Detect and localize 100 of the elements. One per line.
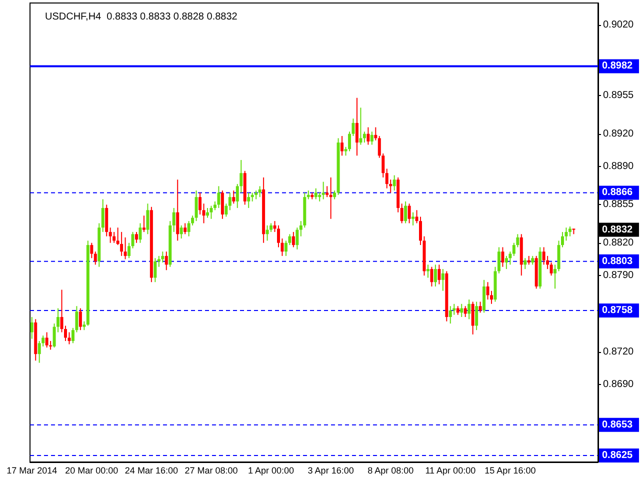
- candlestick: [112, 231, 116, 244]
- candlestick: [370, 131, 374, 146]
- candlestick: [412, 212, 415, 226]
- candlestick: [426, 264, 430, 278]
- candlestick: [164, 251, 168, 271]
- candlestick: [438, 264, 441, 285]
- y-tick-label: 0.8920: [603, 128, 634, 140]
- candlestick: [101, 198, 104, 232]
- candlestick: [90, 242, 94, 259]
- candlestick: [542, 246, 546, 266]
- candlestick: [206, 207, 209, 218]
- candlestick: [258, 186, 262, 198]
- x-tick-label: 15 Apr 16:00: [484, 466, 536, 476]
- candlestick: [217, 186, 220, 208]
- candlestick: [146, 203, 150, 235]
- candlestick: [30, 316, 34, 340]
- candlestick: [471, 301, 474, 335]
- candlestick: [128, 242, 131, 259]
- y-tick-label: 0.8820: [603, 237, 634, 248]
- x-tick-label: 17 Mar 2014: [6, 466, 58, 476]
- candlestick: [326, 186, 329, 198]
- candlestick: [172, 207, 176, 232]
- candlestick: [329, 176, 332, 220]
- candlestick: [314, 188, 318, 200]
- ref-line-label: 0.8803: [602, 256, 634, 267]
- candlestick: [138, 222, 142, 244]
- candlestick: [482, 279, 486, 314]
- ref-line-label: 0.8758: [602, 304, 634, 316]
- ref-line-label: 0.8625: [602, 450, 634, 461]
- candlestick: [355, 97, 358, 156]
- candlestick: [296, 227, 299, 250]
- x-tick-label: 27 Mar 08:00: [184, 466, 238, 476]
- candlestick: [554, 264, 557, 290]
- candlestick: [568, 226, 572, 237]
- candlestick: [362, 131, 366, 144]
- candlestick: [180, 224, 183, 239]
- y-tick-label: 0.8955: [603, 90, 634, 102]
- candlestick: [359, 107, 362, 146]
- candlestick: [78, 308, 82, 331]
- candlestick: [340, 136, 344, 156]
- candlestick: [232, 190, 236, 204]
- x-tick-label: 8 Apr 08:00: [368, 466, 414, 476]
- candlestick: [524, 258, 527, 270]
- y-tick-label: 0.8790: [603, 270, 634, 282]
- candlestick: [486, 282, 490, 300]
- ref-line-label: 0.8982: [602, 60, 634, 72]
- candlestick: [198, 192, 202, 216]
- candlestick: [224, 203, 228, 218]
- candlestick: [441, 268, 444, 292]
- text: USDCHF,H4 0.8833 0.8833 0.8828 0.8832: [45, 12, 238, 22]
- x-tick-label: 24 Mar 16:00: [124, 466, 178, 476]
- candlestick: [497, 246, 500, 274]
- ref-line-label: 0.8653: [602, 419, 634, 430]
- candlestick: [434, 264, 437, 287]
- x-tick-label: 20 Mar 00:00: [65, 466, 118, 476]
- candlestick: [45, 332, 48, 348]
- x-tick-label: 3 Apr 16:00: [308, 466, 354, 476]
- candlestick: [404, 200, 408, 224]
- candlestick: [468, 299, 471, 320]
- x-tick-label: 11 Apr 00:00: [425, 466, 476, 476]
- candlestick: [220, 190, 224, 220]
- candlestick: [210, 205, 213, 220]
- candlestick: [475, 301, 478, 331]
- y-tick-label: 0.8690: [603, 379, 634, 390]
- candlestick: [550, 262, 553, 276]
- candlestick: [247, 192, 250, 208]
- candlestick: [408, 203, 411, 224]
- candlestick: [322, 181, 325, 200]
- candlestick: [157, 255, 160, 268]
- y-tick-label: 0.8720: [603, 346, 634, 358]
- candlestick: [105, 204, 108, 237]
- candlestick: [120, 231, 124, 256]
- y-tick-label: 0.8890: [603, 161, 634, 172]
- candlestick: [266, 224, 269, 242]
- ref-line-label: 0.8866: [602, 187, 634, 198]
- candlestick: [385, 168, 388, 189]
- candlestick: [154, 258, 157, 283]
- y-tick-label: 0.9020: [603, 19, 634, 30]
- candlestick: [161, 251, 164, 263]
- candlestick: [135, 231, 138, 244]
- candlestick: [478, 301, 482, 314]
- text: 0.8832: [602, 224, 634, 236]
- candlestick: [176, 179, 180, 242]
- candlestick: [448, 306, 452, 324]
- candlestick: [392, 174, 396, 192]
- candlestick: [460, 303, 464, 318]
- candlestick: [184, 222, 187, 235]
- candlestick: [464, 306, 467, 318]
- candlestick: [202, 203, 206, 224]
- x-tick-label: 1 Apr 00:00: [248, 466, 294, 476]
- candlestick: [228, 192, 232, 211]
- candlestick: [124, 236, 127, 260]
- candlestick: [131, 231, 134, 249]
- candlestick: [94, 251, 97, 266]
- candlestick: [366, 126, 370, 146]
- candlestick: [400, 203, 404, 224]
- candlestick: [142, 215, 146, 232]
- candlestick: [501, 246, 504, 268]
- candlestick: [108, 227, 112, 244]
- candlestick: [194, 190, 198, 222]
